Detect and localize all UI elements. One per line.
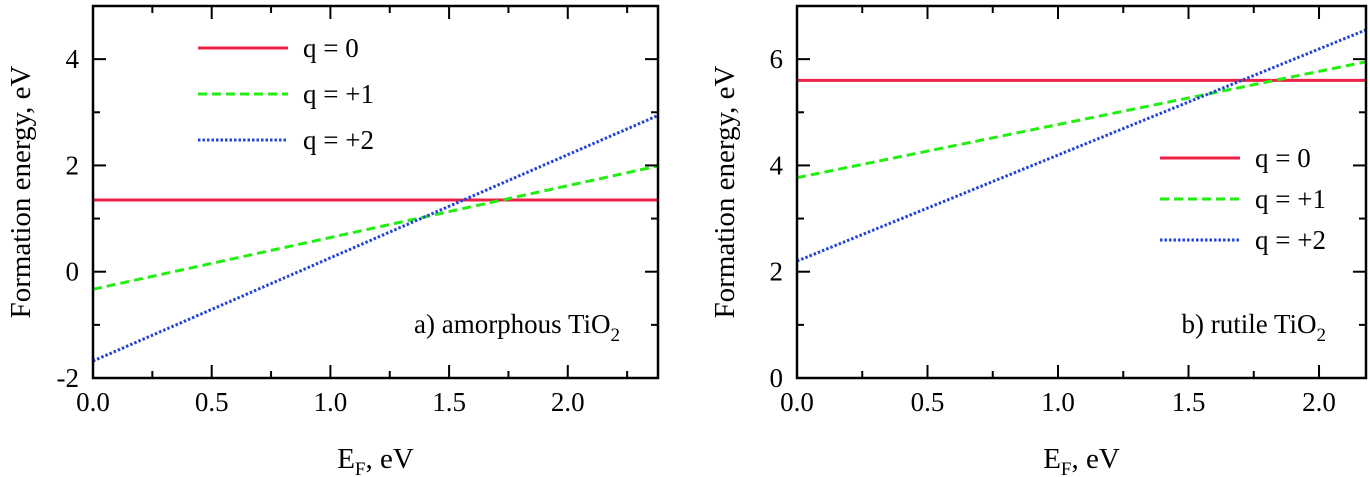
chart-a: 0.0 0.5 1.0 1.5 2.0 -2 0 2 4 EF, eV Formation ener…: [5, 4, 660, 477]
chart-b-x-tick-label: 0.5: [911, 387, 945, 417]
chart-a-y-axis-label: Formation energy, eV: [5, 66, 37, 319]
chart-a-x-axis-label-main: E: [337, 443, 355, 475]
chart-a-y-tick-label: 4: [66, 44, 80, 74]
chart-b-series-q1-line: [797, 60, 1366, 180]
chart-b-x-tick-label: 2.0: [1302, 387, 1336, 417]
chart-b-x-tick-label: 1.5: [1172, 387, 1206, 417]
chart-b-x-axis-label-sub: F: [1061, 459, 1072, 477]
chart-b-panel-label: b) rutile TiO2: [1181, 309, 1326, 346]
chart-a-panel-label: a) amorphous TiO2: [414, 309, 620, 346]
chart-b-series-q2-line: [797, 28, 1366, 263]
chart-b-y-tick-label: 2: [770, 257, 784, 287]
chart-b-y-tick-label: 6: [770, 44, 784, 74]
chart-b-x-axis-label: EF, eV: [1043, 443, 1120, 477]
chart-a-x-tick-label: 1.5: [432, 387, 466, 417]
chart-a-legend-label: q = 0: [303, 33, 359, 63]
chart-a-panel-label-sub: 2: [611, 325, 621, 346]
chart-a-x-tick-label: 0.0: [76, 387, 110, 417]
chart-b-plot-frame: [795, 4, 1368, 380]
chart-a-y-tick-label: 0: [66, 257, 80, 287]
chart-b-legend: q = 0 q = +1 q = +2: [1160, 143, 1326, 255]
chart-a-x-tick-label: 0.5: [195, 387, 229, 417]
chart-b-legend-label: q = +1: [1255, 184, 1326, 214]
chart-a-y-tick-label: 2: [66, 150, 80, 180]
chart-a-x-axis-label-sub: F: [355, 459, 366, 477]
chart-b-x-axis-label-rest: , eV: [1071, 443, 1119, 475]
chart-a-x-tick-label: 1.0: [314, 387, 348, 417]
chart-b-y-tick-label: 0: [770, 363, 784, 393]
chart-b-y-tick-label: 4: [770, 150, 784, 180]
chart-a-x-axis-label: EF, eV: [337, 443, 414, 477]
chart-b-legend-label: q = +2: [1255, 225, 1326, 255]
chart-a-plot-frame: [91, 4, 660, 380]
chart-a-x-axis-label-rest: , eV: [365, 443, 413, 475]
chart-b-x-axis-label-main: E: [1043, 443, 1061, 475]
chart-a-series-q1-line: [93, 164, 658, 291]
chart-b-x-tick-label: 0.0: [780, 387, 814, 417]
chart-a-legend-label: q = +2: [303, 125, 374, 155]
chart-b-legend-label: q = 0: [1255, 143, 1311, 173]
chart-a-y-tick-label: -2: [57, 363, 80, 393]
chart-a-legend-label: q = +1: [303, 79, 374, 109]
chart-b-panel-label-sub: 2: [1317, 325, 1327, 346]
chart-a-panel-label-main: a) amorphous TiO: [414, 309, 611, 339]
chart-a-series-q2-line: [93, 114, 658, 363]
chart-b-panel-label-main: b) rutile TiO: [1181, 309, 1316, 339]
chart-a-legend: q = 0 q = +1 q = +2: [198, 33, 374, 155]
chart-a-x-tick-label: 2.0: [551, 387, 585, 417]
chart-b: 0.0 0.5 1.0 1.5 2.0 0 2 4 6 EF, eV Formation energ…: [709, 4, 1368, 477]
chart-b-x-tick-label: 1.0: [1041, 387, 1075, 417]
chart-b-y-axis-label: Formation energy, eV: [709, 66, 741, 319]
